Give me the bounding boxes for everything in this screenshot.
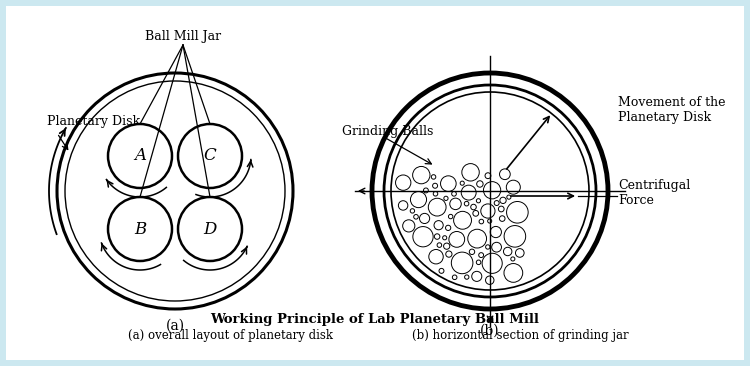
Circle shape: [492, 242, 502, 252]
Circle shape: [485, 173, 491, 179]
Circle shape: [472, 271, 482, 281]
Circle shape: [481, 204, 495, 218]
Circle shape: [413, 227, 434, 247]
Circle shape: [462, 164, 479, 181]
Text: Planetary Disk: Planetary Disk: [47, 115, 140, 127]
Circle shape: [515, 249, 524, 257]
Text: Force: Force: [618, 194, 654, 206]
Text: Centrifugal: Centrifugal: [618, 179, 690, 193]
Circle shape: [429, 250, 443, 264]
Circle shape: [442, 236, 447, 240]
Circle shape: [485, 276, 494, 284]
Circle shape: [472, 210, 478, 216]
Circle shape: [446, 251, 452, 257]
Text: (b): (b): [480, 324, 500, 338]
Circle shape: [434, 234, 440, 239]
Circle shape: [108, 124, 172, 188]
Circle shape: [464, 201, 469, 206]
Circle shape: [477, 181, 483, 187]
Circle shape: [485, 245, 490, 249]
Text: D: D: [203, 220, 217, 238]
Circle shape: [490, 227, 502, 238]
Text: Planetary Disk: Planetary Disk: [618, 111, 711, 123]
Circle shape: [403, 220, 415, 232]
Circle shape: [504, 264, 523, 282]
Circle shape: [478, 253, 484, 258]
Circle shape: [500, 197, 506, 203]
Circle shape: [410, 191, 427, 208]
Circle shape: [500, 216, 505, 221]
Circle shape: [511, 257, 515, 261]
Circle shape: [431, 175, 436, 179]
Circle shape: [507, 195, 511, 199]
Text: (a) overall layout of planetary disk: (a) overall layout of planetary disk: [128, 329, 332, 343]
Circle shape: [460, 181, 464, 185]
Circle shape: [506, 202, 528, 223]
Circle shape: [444, 196, 448, 201]
Circle shape: [446, 225, 451, 231]
Circle shape: [391, 92, 589, 290]
Circle shape: [454, 211, 472, 229]
Circle shape: [443, 243, 450, 249]
Circle shape: [410, 209, 415, 213]
Text: C: C: [203, 147, 216, 164]
Text: B: B: [134, 220, 146, 238]
Circle shape: [440, 176, 456, 191]
Circle shape: [499, 206, 504, 212]
Circle shape: [471, 204, 476, 210]
Circle shape: [476, 260, 481, 265]
Circle shape: [437, 243, 442, 247]
Circle shape: [449, 231, 465, 247]
Text: Ball Mill Jar: Ball Mill Jar: [145, 30, 221, 43]
Circle shape: [506, 180, 520, 194]
Circle shape: [450, 198, 461, 210]
Circle shape: [384, 85, 596, 297]
Circle shape: [414, 214, 419, 219]
Circle shape: [178, 124, 242, 188]
Circle shape: [482, 253, 502, 273]
Circle shape: [433, 191, 438, 196]
Circle shape: [398, 201, 408, 210]
Text: (a): (a): [166, 319, 184, 333]
Circle shape: [434, 221, 443, 230]
Circle shape: [476, 199, 481, 203]
Text: Grinding Balls: Grinding Balls: [342, 124, 433, 138]
Circle shape: [433, 183, 437, 188]
Circle shape: [503, 247, 512, 256]
Circle shape: [108, 197, 172, 261]
Circle shape: [395, 175, 411, 190]
Circle shape: [419, 213, 430, 224]
Circle shape: [424, 188, 428, 193]
Circle shape: [504, 225, 526, 247]
Circle shape: [372, 73, 608, 309]
Circle shape: [484, 182, 501, 199]
Circle shape: [494, 201, 500, 206]
Circle shape: [479, 219, 484, 224]
Text: Working Principle of Lab Planetary Ball Mill: Working Principle of Lab Planetary Ball …: [211, 313, 539, 325]
Circle shape: [470, 249, 475, 254]
Text: Movement of the: Movement of the: [618, 97, 725, 109]
Circle shape: [413, 167, 430, 184]
Circle shape: [178, 197, 242, 261]
Circle shape: [452, 275, 457, 280]
Circle shape: [464, 275, 469, 279]
Circle shape: [452, 191, 456, 196]
Circle shape: [452, 252, 473, 274]
Text: A: A: [134, 147, 146, 164]
Text: (b) horizontal section of grinding jar: (b) horizontal section of grinding jar: [412, 329, 628, 343]
Circle shape: [461, 185, 476, 200]
Circle shape: [428, 198, 446, 216]
Circle shape: [468, 229, 487, 248]
Circle shape: [439, 268, 444, 273]
Circle shape: [488, 219, 492, 223]
Circle shape: [448, 214, 453, 219]
Circle shape: [500, 169, 510, 180]
